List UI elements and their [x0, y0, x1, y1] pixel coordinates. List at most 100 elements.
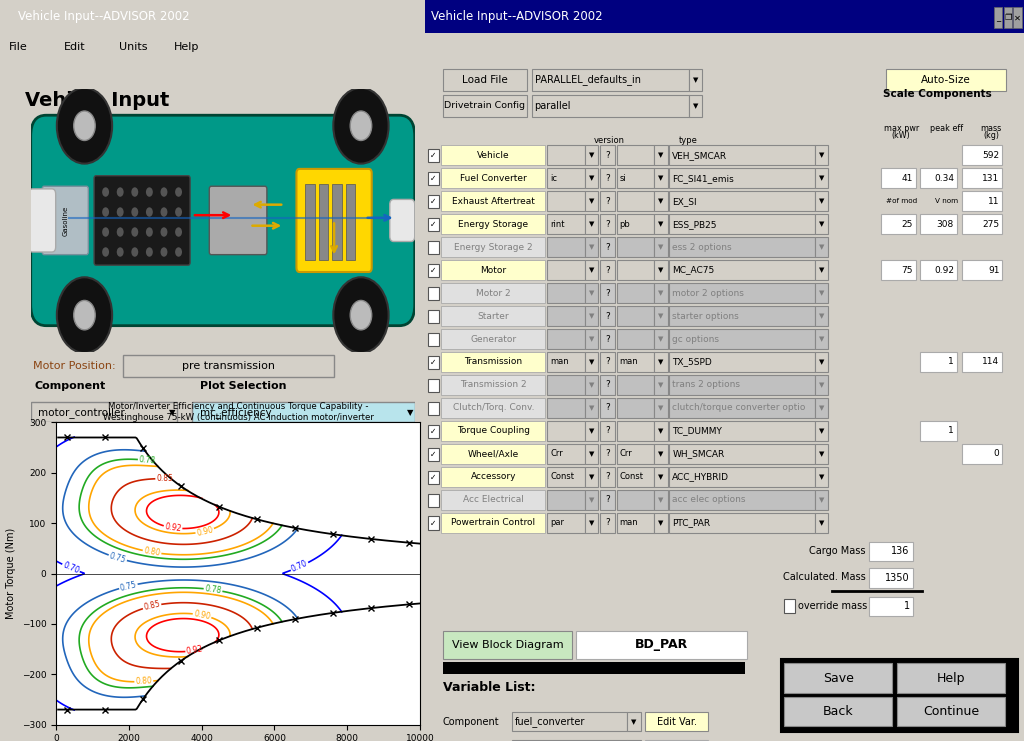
Text: ✓: ✓	[430, 427, 436, 436]
Text: ✓: ✓	[430, 266, 436, 275]
Text: TC_DUMMY: TC_DUMMY	[673, 426, 722, 436]
Text: Fuel Converter: Fuel Converter	[460, 173, 526, 183]
Circle shape	[161, 227, 168, 237]
Text: ?: ?	[605, 426, 609, 436]
Text: max pwr: max pwr	[884, 124, 919, 133]
Text: ▼: ▼	[819, 244, 824, 250]
Text: ▼: ▼	[658, 519, 664, 526]
FancyBboxPatch shape	[531, 69, 689, 91]
Circle shape	[175, 247, 182, 256]
FancyBboxPatch shape	[815, 260, 828, 280]
Text: ▼: ▼	[589, 382, 594, 388]
FancyBboxPatch shape	[123, 355, 334, 376]
FancyBboxPatch shape	[547, 283, 585, 303]
Text: ✕: ✕	[1013, 12, 1019, 21]
FancyBboxPatch shape	[428, 356, 438, 369]
Text: 0.92: 0.92	[185, 645, 204, 657]
Text: Transmission 2: Transmission 2	[460, 380, 526, 390]
Text: man: man	[620, 518, 638, 528]
Circle shape	[161, 187, 168, 197]
FancyBboxPatch shape	[600, 398, 614, 418]
Text: ▼: ▼	[658, 221, 664, 227]
Text: starter options: starter options	[673, 311, 739, 321]
Circle shape	[131, 227, 138, 237]
FancyBboxPatch shape	[600, 467, 614, 487]
FancyBboxPatch shape	[585, 421, 598, 441]
FancyBboxPatch shape	[654, 237, 668, 257]
Text: ▼: ▼	[658, 359, 664, 365]
Text: fuel_converter: fuel_converter	[515, 717, 585, 727]
Text: gc options: gc options	[673, 334, 720, 344]
Text: Crr: Crr	[620, 449, 633, 459]
Text: ▼: ▼	[658, 382, 664, 388]
FancyBboxPatch shape	[297, 169, 372, 272]
FancyBboxPatch shape	[616, 329, 654, 349]
Text: 0.70: 0.70	[290, 559, 309, 574]
FancyBboxPatch shape	[547, 375, 585, 395]
FancyBboxPatch shape	[547, 145, 585, 165]
Text: ▼: ▼	[589, 359, 594, 365]
Text: ▼: ▼	[658, 473, 664, 480]
FancyBboxPatch shape	[600, 237, 614, 257]
Text: mass: mass	[980, 124, 1001, 133]
Text: ▼: ▼	[658, 405, 664, 411]
Text: mc_efficiency: mc_efficiency	[200, 407, 271, 417]
Circle shape	[175, 207, 182, 217]
FancyBboxPatch shape	[547, 398, 585, 418]
FancyBboxPatch shape	[428, 516, 438, 530]
FancyBboxPatch shape	[882, 214, 916, 234]
FancyBboxPatch shape	[616, 467, 654, 487]
Text: ?: ?	[605, 449, 609, 459]
FancyBboxPatch shape	[318, 184, 329, 260]
Text: Edit: Edit	[63, 41, 85, 52]
FancyBboxPatch shape	[440, 168, 546, 188]
Text: ✕: ✕	[1014, 13, 1021, 22]
FancyBboxPatch shape	[654, 168, 668, 188]
FancyBboxPatch shape	[547, 260, 585, 280]
Text: Edit Var.: Edit Var.	[656, 717, 697, 727]
Text: ▼: ▼	[658, 428, 664, 434]
Text: ✓: ✓	[430, 358, 436, 367]
FancyBboxPatch shape	[585, 375, 598, 395]
FancyBboxPatch shape	[440, 214, 546, 234]
FancyBboxPatch shape	[654, 398, 668, 418]
Text: ▼: ▼	[819, 313, 824, 319]
FancyBboxPatch shape	[920, 352, 956, 372]
Circle shape	[175, 187, 182, 197]
FancyBboxPatch shape	[443, 69, 526, 91]
Circle shape	[131, 247, 138, 256]
Circle shape	[74, 300, 95, 330]
FancyBboxPatch shape	[547, 306, 585, 326]
FancyBboxPatch shape	[815, 490, 828, 510]
FancyBboxPatch shape	[869, 568, 912, 588]
FancyBboxPatch shape	[547, 490, 585, 510]
FancyBboxPatch shape	[443, 95, 526, 117]
Text: Cargo Mass: Cargo Mass	[809, 545, 865, 556]
FancyBboxPatch shape	[575, 631, 746, 659]
FancyBboxPatch shape	[654, 490, 668, 510]
FancyBboxPatch shape	[585, 191, 598, 211]
Text: Energy Storage 2: Energy Storage 2	[454, 242, 532, 252]
Text: ?: ?	[605, 495, 609, 505]
FancyBboxPatch shape	[585, 352, 598, 372]
FancyBboxPatch shape	[209, 186, 267, 255]
Text: 275: 275	[982, 219, 999, 229]
Text: Load File: Load File	[462, 75, 508, 85]
FancyBboxPatch shape	[670, 398, 815, 418]
Text: si: si	[620, 173, 627, 183]
FancyBboxPatch shape	[585, 306, 598, 326]
FancyBboxPatch shape	[600, 260, 614, 280]
FancyBboxPatch shape	[585, 398, 598, 418]
Text: 0.92: 0.92	[934, 265, 954, 275]
Text: ▼: ▼	[819, 473, 824, 480]
FancyBboxPatch shape	[440, 375, 546, 395]
Title: Motor/Inverter Efficiency and Continuous Torque Capability -
Westinghouse 75-kW : Motor/Inverter Efficiency and Continuous…	[102, 402, 374, 422]
FancyBboxPatch shape	[616, 191, 654, 211]
FancyBboxPatch shape	[346, 184, 355, 260]
Text: 0.85: 0.85	[142, 600, 161, 612]
FancyBboxPatch shape	[886, 69, 1006, 91]
FancyBboxPatch shape	[616, 283, 654, 303]
Text: 0.34: 0.34	[934, 173, 954, 183]
FancyBboxPatch shape	[670, 306, 815, 326]
Text: ▼: ▼	[589, 405, 594, 411]
